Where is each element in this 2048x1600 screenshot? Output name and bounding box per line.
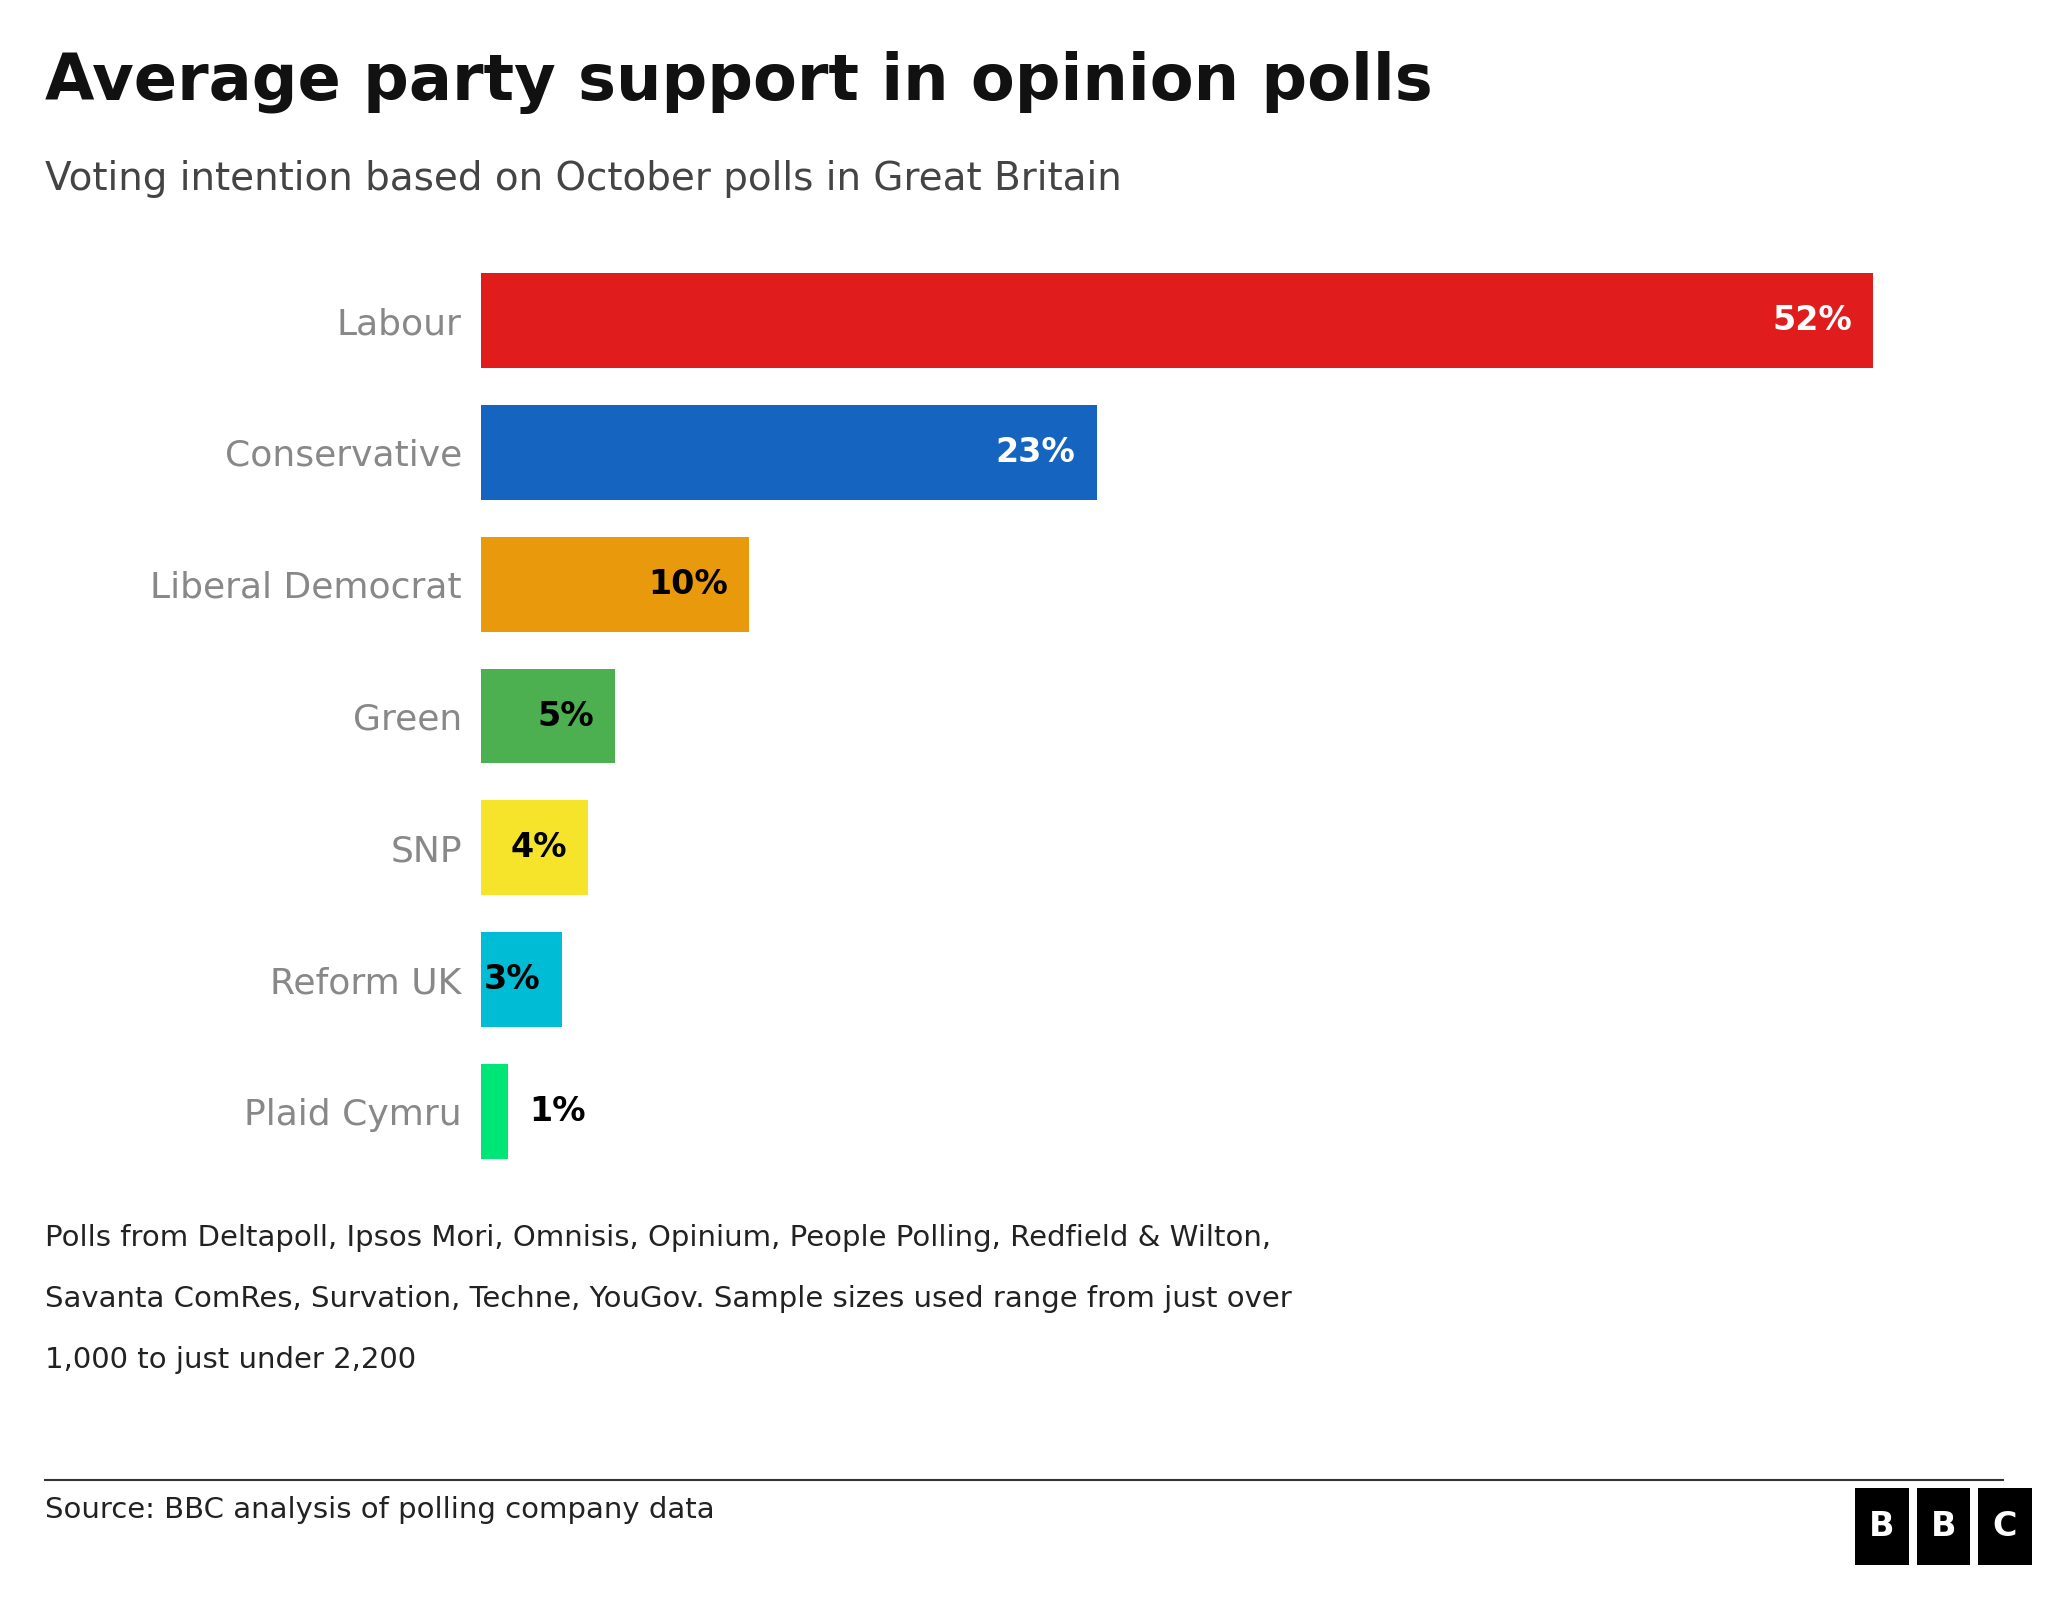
Text: Savanta ComRes, Survation, Techne, YouGov. Sample sizes used range from just ove: Savanta ComRes, Survation, Techne, YouGo… xyxy=(45,1285,1292,1312)
Text: B: B xyxy=(1870,1510,1894,1542)
Text: 1,000 to just under 2,200: 1,000 to just under 2,200 xyxy=(45,1346,416,1373)
Bar xyxy=(481,933,561,1027)
Text: Polls from Deltapoll, Ipsos Mori, Omnisis, Opinium, People Polling, Redfield & W: Polls from Deltapoll, Ipsos Mori, Omnisi… xyxy=(45,1224,1272,1251)
Text: 10%: 10% xyxy=(647,568,727,600)
Text: Source: BBC analysis of polling company data: Source: BBC analysis of polling company … xyxy=(45,1496,715,1523)
Text: 5%: 5% xyxy=(537,699,594,733)
Bar xyxy=(481,800,588,896)
Bar xyxy=(481,274,1874,368)
Bar xyxy=(481,405,1098,499)
Text: 23%: 23% xyxy=(995,435,1075,469)
Text: Voting intention based on October polls in Great Britain: Voting intention based on October polls … xyxy=(45,160,1122,198)
Bar xyxy=(481,1064,508,1158)
Text: 52%: 52% xyxy=(1772,304,1851,338)
Bar xyxy=(481,536,750,632)
Text: 4%: 4% xyxy=(510,832,567,864)
Text: 1%: 1% xyxy=(530,1094,586,1128)
Bar xyxy=(481,669,614,763)
Text: 3%: 3% xyxy=(483,963,541,997)
Text: C: C xyxy=(1993,1510,2017,1542)
Text: Average party support in opinion polls: Average party support in opinion polls xyxy=(45,51,1434,114)
Text: B: B xyxy=(1931,1510,1956,1542)
